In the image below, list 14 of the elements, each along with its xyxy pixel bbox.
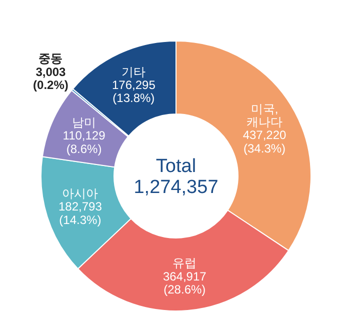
slice-label: 남미 xyxy=(72,115,96,130)
slice-label: 아시아 xyxy=(62,186,98,200)
data-label: 3,003 (0.2%) xyxy=(33,64,68,92)
data-label: 110,129 (8.6%) xyxy=(62,128,106,156)
data-label: 176,295 (13.8%) xyxy=(112,78,156,106)
slice-label: 미국, 캐나다 xyxy=(246,102,283,130)
data-label: 364,917 (28.6%) xyxy=(162,269,207,297)
text: Total xyxy=(156,156,196,178)
data-label: 182,793 (14.3%) xyxy=(58,200,102,227)
slice-label: 유럽 xyxy=(172,256,197,270)
slice-label: 기타 xyxy=(122,64,146,79)
data-label: 437,220 (34.3%) xyxy=(242,128,287,156)
slice-label: 중동 xyxy=(38,52,63,66)
text: 1,274,357 xyxy=(134,177,218,198)
